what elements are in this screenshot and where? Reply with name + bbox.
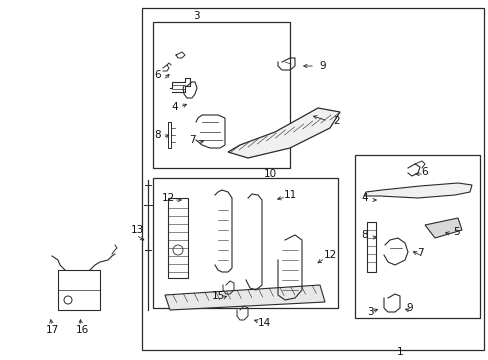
Text: 4: 4: [171, 102, 178, 112]
Text: 5: 5: [452, 227, 458, 237]
Text: 9: 9: [319, 61, 325, 71]
Polygon shape: [227, 108, 339, 158]
Text: 14: 14: [257, 318, 270, 328]
Text: 16: 16: [75, 325, 88, 335]
Text: 8: 8: [154, 130, 161, 140]
Text: 10: 10: [263, 169, 276, 179]
Text: 4: 4: [361, 193, 367, 203]
Text: 6: 6: [421, 167, 427, 177]
Text: 15: 15: [211, 291, 224, 301]
Text: 6: 6: [154, 70, 161, 80]
Bar: [153, 178, 337, 308]
Text: 7: 7: [416, 248, 423, 258]
Text: 7: 7: [188, 135, 195, 145]
Bar: [168, 198, 187, 278]
Text: 3: 3: [192, 11, 199, 21]
Polygon shape: [164, 285, 325, 310]
Bar: [153, 22, 289, 168]
Bar: [354, 155, 479, 318]
Text: 3: 3: [366, 307, 372, 317]
Text: 8: 8: [361, 230, 367, 240]
Text: 12: 12: [323, 250, 336, 260]
Text: 9: 9: [406, 303, 412, 313]
Bar: [58, 270, 100, 310]
Polygon shape: [363, 183, 471, 198]
Text: 13: 13: [130, 225, 143, 235]
Text: 1: 1: [396, 347, 403, 357]
Text: 12: 12: [161, 193, 174, 203]
Text: 17: 17: [45, 325, 59, 335]
Text: 2: 2: [333, 116, 340, 126]
Bar: [142, 8, 483, 350]
Polygon shape: [424, 218, 461, 238]
Text: 11: 11: [283, 190, 296, 200]
Bar: [366, 222, 375, 272]
